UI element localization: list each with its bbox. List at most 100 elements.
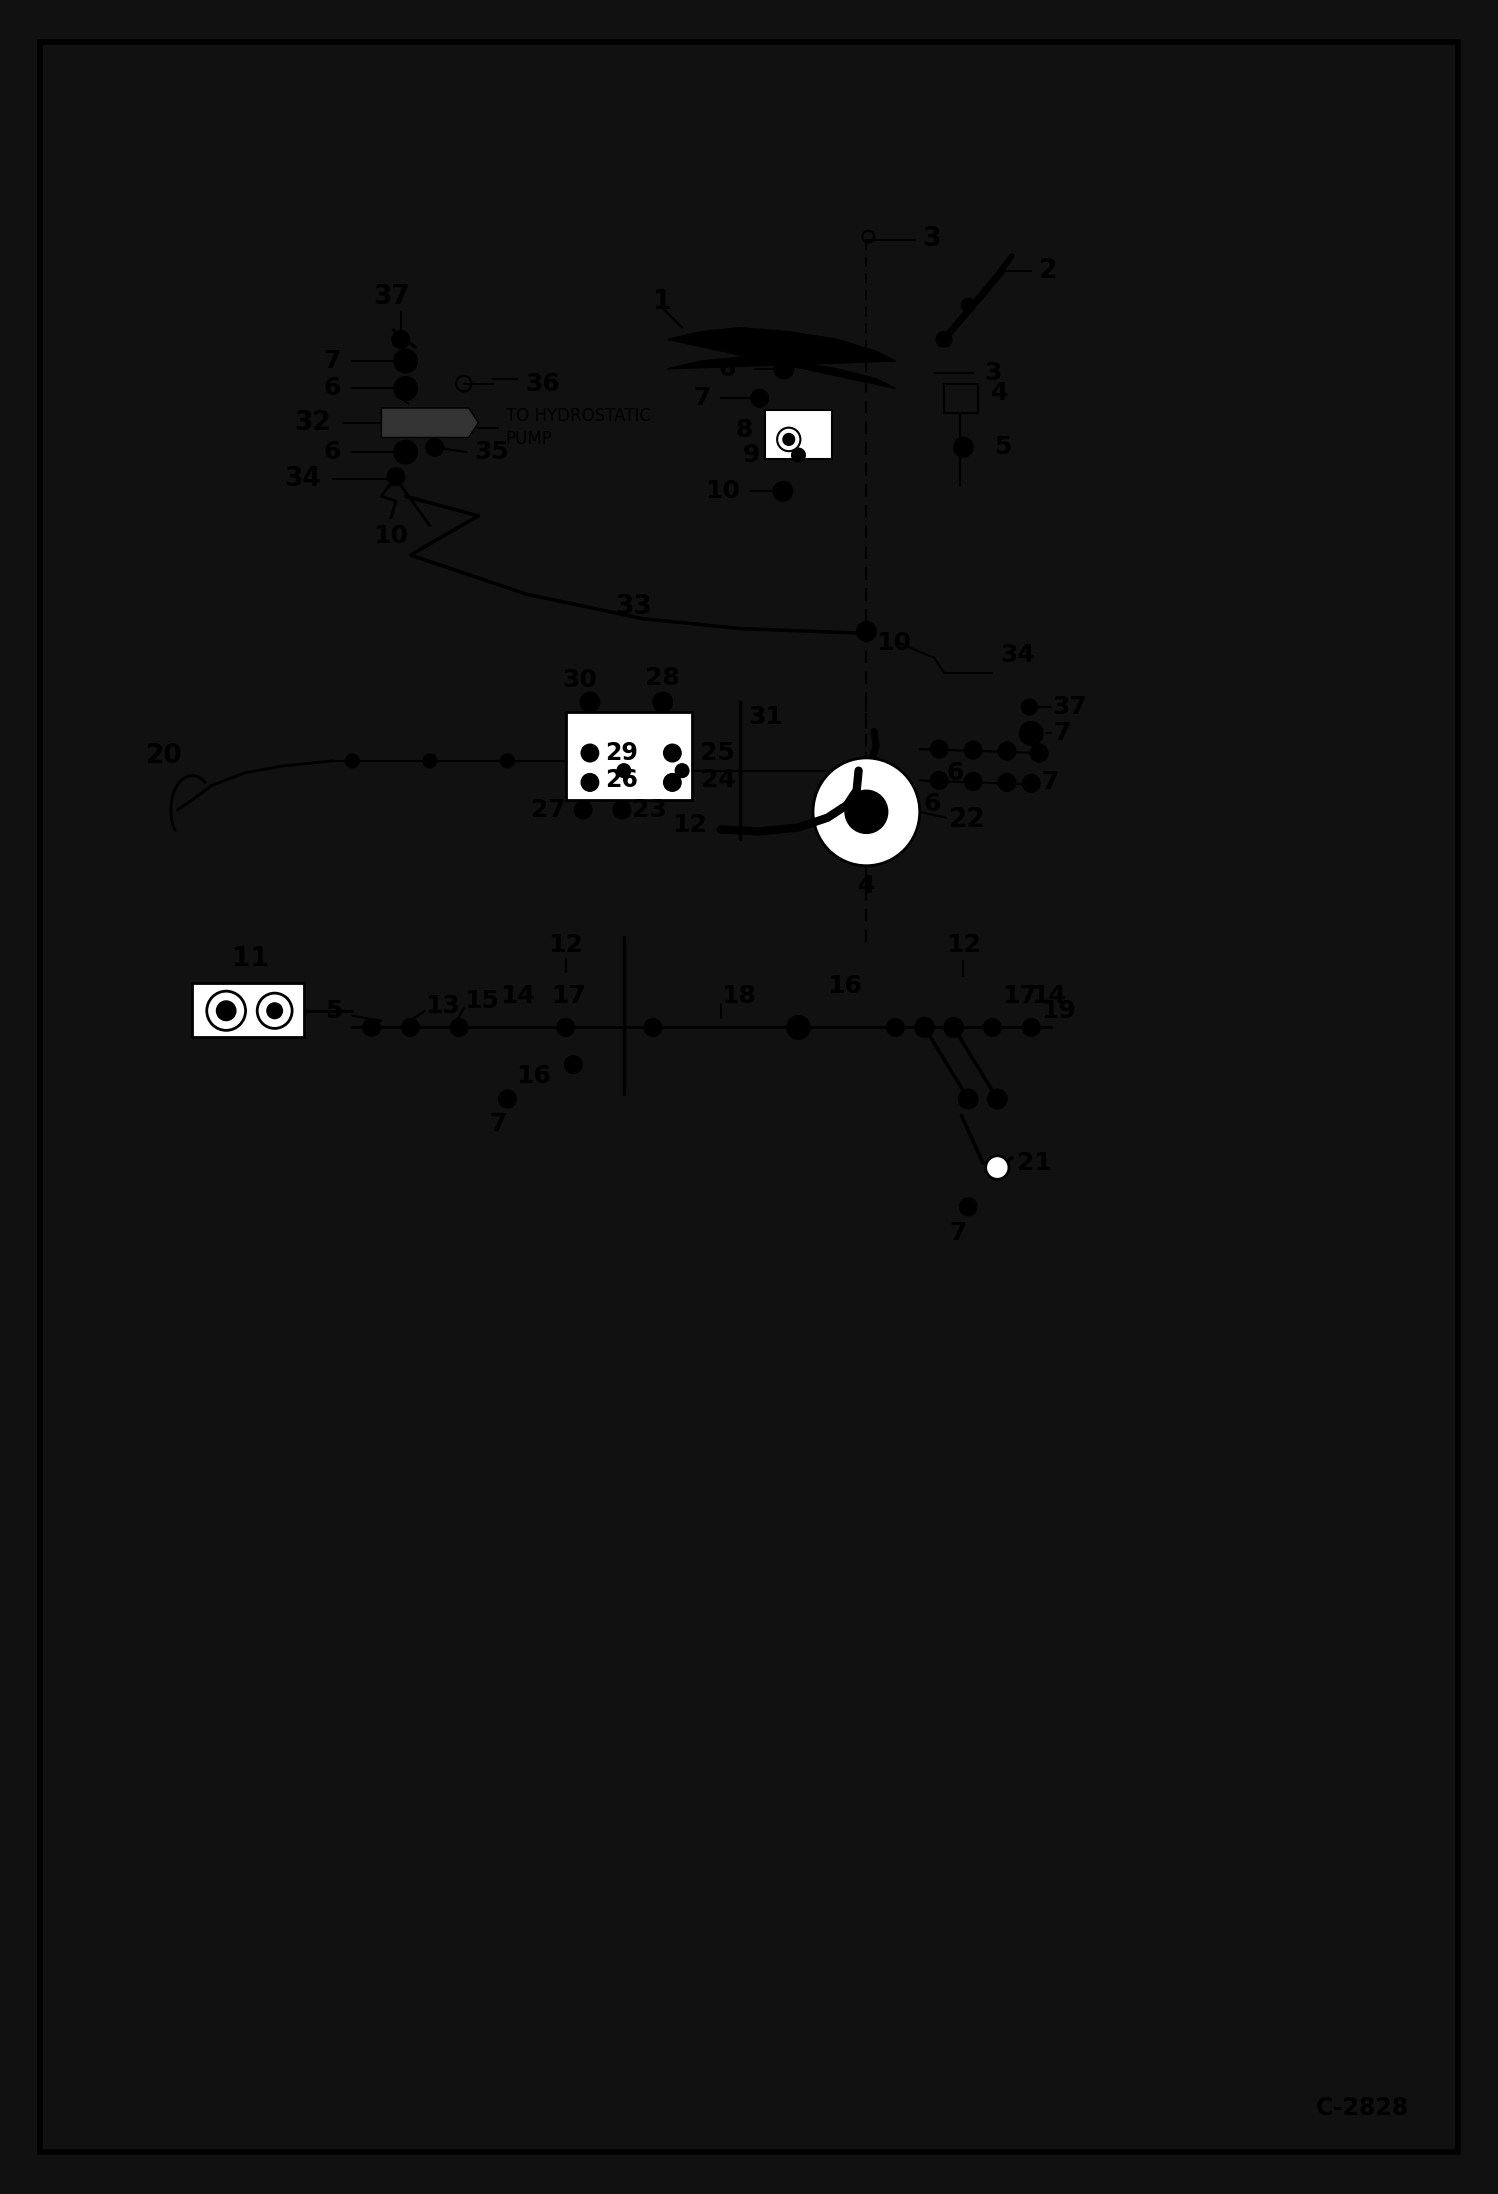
Circle shape: [936, 331, 951, 347]
Text: 24: 24: [701, 768, 736, 792]
Circle shape: [930, 739, 948, 757]
Circle shape: [887, 1018, 905, 1036]
Circle shape: [777, 428, 800, 452]
Text: TO HYDROSTATIC
PUMP: TO HYDROSTATIC PUMP: [505, 406, 650, 448]
Text: 32: 32: [294, 410, 331, 437]
Text: 7: 7: [694, 386, 712, 410]
Circle shape: [401, 1018, 419, 1036]
Bar: [566, 711, 692, 801]
Circle shape: [664, 774, 682, 792]
Text: 5: 5: [325, 998, 343, 1022]
Text: 29: 29: [605, 742, 638, 766]
Text: 15: 15: [464, 989, 499, 1014]
Text: 30: 30: [563, 669, 598, 693]
Circle shape: [500, 755, 514, 768]
Circle shape: [954, 437, 974, 456]
Text: 22: 22: [948, 807, 986, 834]
Circle shape: [857, 621, 876, 641]
Text: 31: 31: [748, 704, 783, 728]
Circle shape: [617, 764, 631, 777]
Text: 16: 16: [517, 1064, 551, 1088]
Text: 36: 36: [524, 371, 560, 395]
Circle shape: [565, 1055, 583, 1073]
Text: 12: 12: [945, 932, 981, 957]
Text: 14: 14: [1031, 985, 1067, 1007]
Circle shape: [791, 448, 806, 463]
Text: 3: 3: [984, 360, 1002, 384]
Text: 6: 6: [324, 377, 340, 402]
Text: 4: 4: [990, 382, 1008, 406]
Text: 35: 35: [475, 441, 509, 465]
Circle shape: [394, 349, 418, 373]
Text: 9: 9: [743, 443, 759, 467]
Text: 10: 10: [706, 478, 740, 502]
Circle shape: [845, 790, 888, 834]
Polygon shape: [382, 408, 478, 437]
Circle shape: [750, 391, 768, 408]
Text: 26: 26: [605, 768, 638, 792]
Text: 7: 7: [950, 1222, 968, 1246]
Text: 16: 16: [827, 974, 863, 998]
Text: 18: 18: [721, 985, 756, 1007]
Text: 12: 12: [673, 812, 707, 836]
Circle shape: [773, 480, 792, 500]
Circle shape: [207, 992, 246, 1031]
Text: 28: 28: [646, 667, 680, 691]
Circle shape: [267, 1003, 283, 1018]
Text: 34: 34: [285, 465, 321, 491]
Circle shape: [451, 1018, 467, 1036]
Text: 6: 6: [924, 792, 941, 816]
Text: 7: 7: [324, 349, 340, 373]
Circle shape: [813, 757, 920, 867]
Text: 7: 7: [1053, 722, 1071, 746]
Circle shape: [986, 1156, 1010, 1180]
Bar: [192, 983, 304, 1038]
Bar: [764, 410, 833, 459]
Circle shape: [346, 755, 360, 768]
Circle shape: [998, 742, 1016, 759]
Text: C-2828: C-2828: [1317, 2095, 1410, 2119]
Text: 7: 7: [1041, 770, 1059, 794]
Text: 4: 4: [858, 873, 875, 897]
Circle shape: [217, 1000, 235, 1020]
Text: 5: 5: [995, 434, 1011, 459]
Circle shape: [965, 772, 981, 790]
Circle shape: [786, 1016, 810, 1040]
Text: 17: 17: [1002, 985, 1037, 1007]
Text: 13: 13: [425, 994, 460, 1018]
Circle shape: [394, 377, 418, 399]
Circle shape: [574, 801, 592, 818]
Bar: [944, 384, 978, 412]
Text: 11: 11: [232, 946, 270, 972]
Circle shape: [581, 774, 599, 792]
Circle shape: [930, 772, 948, 790]
Text: 17: 17: [551, 985, 586, 1007]
Text: 23: 23: [632, 799, 667, 823]
Circle shape: [664, 744, 682, 761]
Circle shape: [998, 774, 1016, 792]
Text: 10: 10: [373, 524, 409, 548]
Circle shape: [945, 1018, 962, 1036]
Circle shape: [1031, 744, 1047, 761]
Text: 34: 34: [1001, 643, 1035, 667]
Circle shape: [959, 1088, 978, 1108]
Circle shape: [613, 801, 631, 818]
Polygon shape: [668, 327, 896, 388]
Circle shape: [676, 764, 689, 777]
Circle shape: [557, 1018, 574, 1036]
Circle shape: [394, 441, 418, 463]
Text: 14: 14: [500, 985, 535, 1007]
Circle shape: [644, 1018, 662, 1036]
Circle shape: [580, 693, 599, 711]
Circle shape: [1023, 774, 1040, 792]
Circle shape: [392, 331, 409, 349]
Circle shape: [386, 467, 404, 485]
Text: 27: 27: [530, 799, 566, 823]
Circle shape: [774, 360, 794, 380]
Circle shape: [962, 298, 975, 312]
Circle shape: [422, 755, 436, 768]
Text: 6: 6: [947, 761, 965, 785]
Text: 1: 1: [653, 290, 673, 316]
Circle shape: [1022, 700, 1037, 715]
Circle shape: [363, 1018, 380, 1036]
